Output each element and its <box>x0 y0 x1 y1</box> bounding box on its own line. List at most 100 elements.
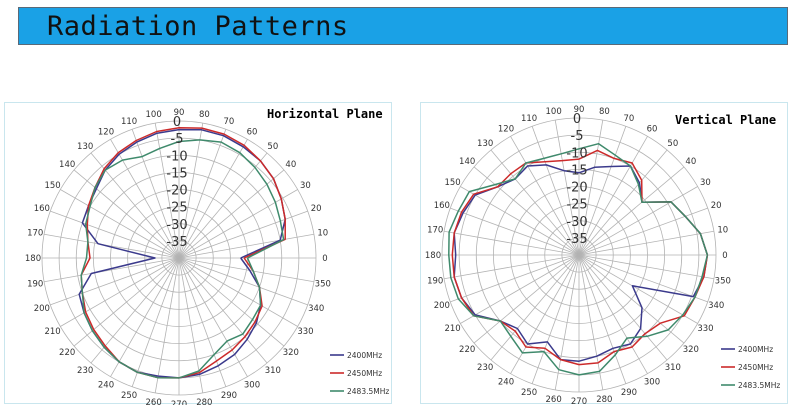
angle-tick-label: 110 <box>521 114 537 124</box>
angle-tick-label: 120 <box>98 128 114 138</box>
angle-tick-label: 70 <box>224 117 235 127</box>
grid-spoke <box>154 123 180 259</box>
radial-tick-label: -35 <box>566 232 587 247</box>
grid-spoke <box>178 257 298 327</box>
radial-tick-label: -20 <box>566 181 587 196</box>
grid-spoke <box>178 257 314 283</box>
grid-spoke <box>578 254 685 344</box>
angle-tick-label: 70 <box>624 114 635 124</box>
angle-tick-label: 180 <box>425 251 441 261</box>
angle-tick-label: 170 <box>27 229 43 239</box>
angle-tick-label: 240 <box>498 377 514 387</box>
radial-tick-label: -25 <box>166 201 187 216</box>
legend-label: 2483.5MHz <box>347 387 389 396</box>
grid-spoke <box>178 210 308 259</box>
angle-tick-label: 80 <box>199 110 210 120</box>
grid-spoke <box>578 254 627 384</box>
angle-tick-label: 290 <box>221 391 237 401</box>
angle-tick-label: 150 <box>444 178 460 188</box>
angle-tick-label: 190 <box>427 276 443 286</box>
grid-spoke <box>490 149 580 256</box>
angle-tick-label: 130 <box>77 142 93 152</box>
angle-tick-label: 20 <box>311 204 322 214</box>
grid-spoke <box>531 126 580 256</box>
grid-spoke <box>578 254 604 390</box>
legend-label: 2483.5MHz <box>738 381 780 390</box>
grid-spoke <box>110 257 180 377</box>
grid-spoke <box>578 166 685 256</box>
angle-tick-label: 100 <box>546 107 562 117</box>
grid-spoke <box>44 233 180 259</box>
angle-tick-label: 250 <box>521 388 537 398</box>
angle-tick-label: 10 <box>717 226 728 236</box>
angle-tick-label: 0 <box>722 251 727 261</box>
radial-tick-label: 0 <box>173 115 181 130</box>
grid-spoke <box>578 126 627 256</box>
series-line-2450MHz <box>80 127 286 379</box>
chart-title: Vertical Plane <box>675 113 776 127</box>
angle-tick-label: 150 <box>44 181 60 191</box>
page-title: Radiation Patterns <box>47 11 349 42</box>
grid-spoke <box>44 257 180 283</box>
grid-spoke <box>450 254 580 303</box>
grid-spoke <box>578 149 668 256</box>
grid-spoke <box>510 136 580 256</box>
grid-spoke <box>73 169 180 259</box>
radial-tick-label: 0 <box>573 112 581 127</box>
angle-tick-label: 250 <box>121 391 137 401</box>
radial-tick-label: -15 <box>166 166 187 181</box>
angle-tick-label: 60 <box>247 128 258 138</box>
angle-tick-label: 270 <box>171 400 187 405</box>
grid-spoke <box>578 254 708 303</box>
grid-spoke <box>578 254 714 280</box>
radial-tick-label: -15 <box>566 163 587 178</box>
radial-tick-label: -20 <box>166 184 187 199</box>
grid-spoke <box>178 257 248 377</box>
angle-tick-label: 0 <box>322 254 327 264</box>
grid-spoke <box>578 120 604 256</box>
legend-label: 2400MHz <box>347 351 382 360</box>
legend-label: 2450MHz <box>347 369 382 378</box>
grid-spoke <box>50 257 180 306</box>
grid-spoke <box>60 257 180 327</box>
angle-tick-label: 310 <box>265 366 281 376</box>
angle-tick-label: 160 <box>34 204 50 214</box>
grid-spoke <box>444 230 580 256</box>
grid-spoke <box>178 139 248 259</box>
angle-tick-label: 230 <box>477 363 493 373</box>
angle-tick-label: 200 <box>434 301 450 311</box>
grid-spoke <box>131 257 180 387</box>
grid-spoke <box>178 152 268 259</box>
angle-tick-label: 260 <box>546 395 562 405</box>
angle-tick-label: 110 <box>121 117 137 127</box>
angle-tick-label: 180 <box>25 254 41 264</box>
angle-tick-label: 40 <box>685 157 696 167</box>
grid-spoke <box>460 186 580 256</box>
angle-tick-label: 330 <box>697 324 713 334</box>
angle-tick-label: 280 <box>596 395 612 405</box>
angle-tick-label: 200 <box>34 304 50 314</box>
grid-spoke <box>178 257 308 306</box>
polar-grid <box>441 117 717 393</box>
radial-tick-label: -5 <box>571 129 584 144</box>
grid-spoke <box>110 139 180 259</box>
angle-tick-label: 330 <box>297 327 313 337</box>
angle-tick-label: 40 <box>285 160 296 170</box>
angle-tick-label: 340 <box>308 304 324 314</box>
series-line-2400MHz <box>78 128 286 379</box>
grid-spoke <box>178 189 298 259</box>
angle-tick-label: 120 <box>498 125 514 135</box>
angle-tick-label: 190 <box>27 279 43 289</box>
grid-spoke <box>578 136 648 256</box>
angle-tick-label: 230 <box>77 366 93 376</box>
radial-tick-label: -35 <box>166 235 187 250</box>
angle-tick-label: 300 <box>244 380 260 390</box>
grid-spoke <box>490 254 580 361</box>
grid-spoke <box>178 233 314 259</box>
angle-tick-label: 50 <box>267 142 278 152</box>
radial-tick-label: -30 <box>566 215 587 230</box>
series-line-2483.5MHz <box>448 142 709 376</box>
radial-tick-label: -10 <box>166 149 187 164</box>
angle-tick-label: 310 <box>665 363 681 373</box>
